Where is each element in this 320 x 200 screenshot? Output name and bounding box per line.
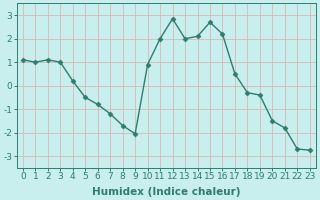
X-axis label: Humidex (Indice chaleur): Humidex (Indice chaleur) xyxy=(92,187,241,197)
